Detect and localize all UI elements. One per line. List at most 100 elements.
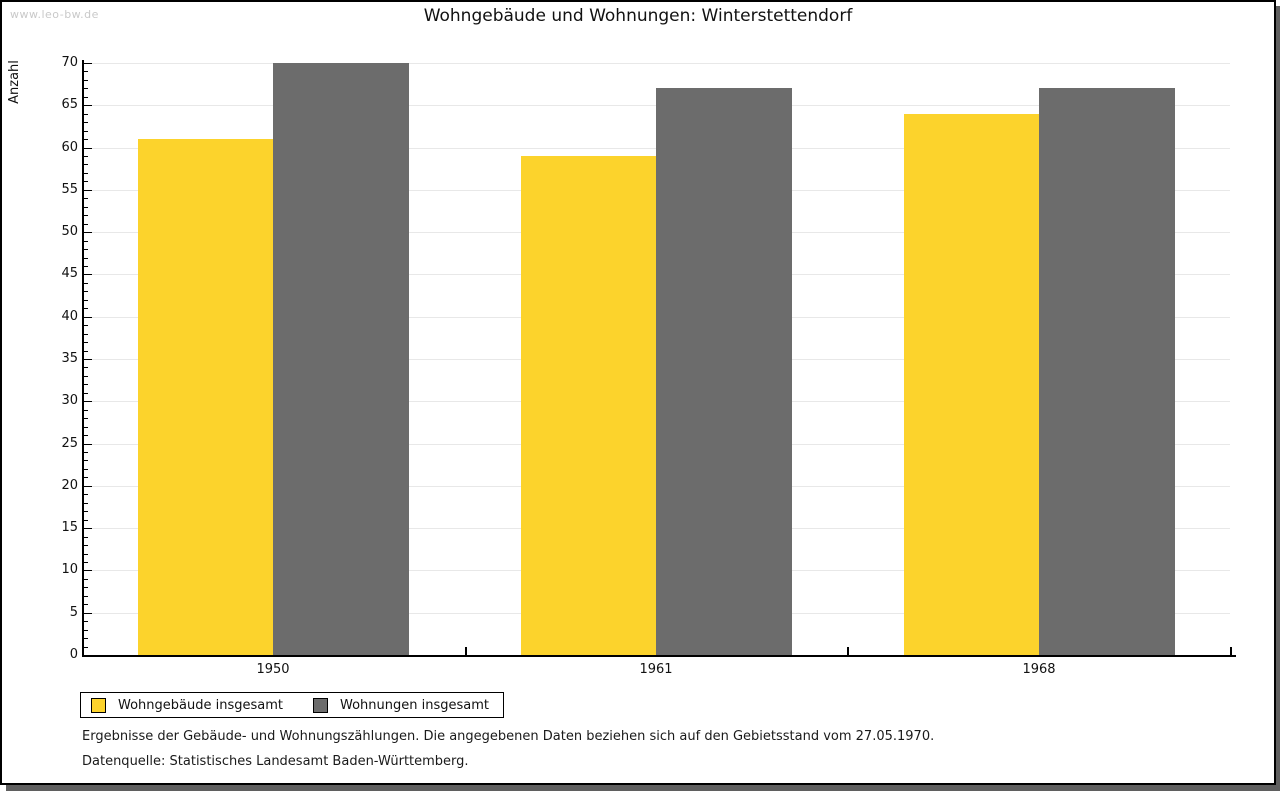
legend-label-wohnungen: Wohnungen insgesamt <box>340 697 489 713</box>
y-tick-40 <box>84 317 92 318</box>
y-tick-31 <box>84 393 88 394</box>
y-tick-57 <box>84 173 88 174</box>
y-tick-64 <box>84 114 88 115</box>
y-tick-label-45: 45 <box>61 266 78 281</box>
y-tick-49 <box>84 241 88 242</box>
y-tick-5 <box>84 613 92 614</box>
y-tick-62 <box>84 131 88 132</box>
watermark-leo-bw: www.leo-bw.de <box>10 8 99 21</box>
chart-title: Wohngebäude und Wohnungen: Winterstetten… <box>423 6 853 26</box>
y-tick-53 <box>84 207 88 208</box>
y-tick-26 <box>84 435 88 436</box>
legend-item-wohnungen: Wohnungen insgesamt <box>313 697 489 713</box>
y-tick-label-50: 50 <box>61 224 78 239</box>
y-tick-14 <box>84 537 88 538</box>
x-tick-label-1961: 1961 <box>639 662 673 677</box>
y-tick-label-15: 15 <box>61 520 78 535</box>
y-tick-label-60: 60 <box>61 140 78 155</box>
y-tick-48 <box>84 249 88 250</box>
y-tick-55 <box>84 190 92 191</box>
y-tick-9 <box>84 579 88 580</box>
y-tick-25 <box>84 444 92 445</box>
page-shadow-bottom <box>6 785 1280 791</box>
y-tick-36 <box>84 351 88 352</box>
y-tick-19 <box>84 494 88 495</box>
gridline-y-70 <box>84 63 1230 64</box>
y-tick-47 <box>84 258 88 259</box>
y-tick-24 <box>84 452 88 453</box>
y-tick-7 <box>84 596 88 597</box>
y-tick-label-0: 0 <box>69 647 78 662</box>
y-tick-8 <box>84 587 88 588</box>
y-tick-41 <box>84 308 88 309</box>
y-tick-4 <box>84 621 88 622</box>
legend-item-wohngebaeude: Wohngebäude insgesamt <box>91 697 283 713</box>
y-tick-32 <box>84 384 88 385</box>
y-tick-label-70: 70 <box>61 55 78 70</box>
y-tick-27 <box>84 427 88 428</box>
y-tick-22 <box>84 469 88 470</box>
y-tick-13 <box>84 545 88 546</box>
legend: Wohngebäude insgesamt Wohnungen insgesam… <box>80 692 504 718</box>
y-tick-21 <box>84 477 88 478</box>
y-tick-label-35: 35 <box>61 351 78 366</box>
y-tick-label-10: 10 <box>61 562 78 577</box>
y-tick-label-30: 30 <box>61 393 78 408</box>
y-tick-68 <box>84 80 88 81</box>
y-tick-label-5: 5 <box>69 605 78 620</box>
y-tick-38 <box>84 334 88 335</box>
y-tick-70 <box>84 63 92 64</box>
bar-1961-wohngebaeude <box>521 156 656 655</box>
y-tick-30 <box>84 401 92 402</box>
y-tick-37 <box>84 342 88 343</box>
y-tick-58 <box>84 164 88 165</box>
y-tick-20 <box>84 486 92 487</box>
x-tick-3 <box>1230 647 1232 655</box>
x-tick-1 <box>465 647 467 655</box>
y-tick-10 <box>84 570 92 571</box>
legend-swatch-yellow <box>91 697 106 713</box>
y-tick-2 <box>84 638 88 639</box>
y-tick-60 <box>84 148 92 149</box>
x-tick-2 <box>847 647 849 655</box>
bar-1950-wohnungen <box>273 63 409 655</box>
x-tick-label-1950: 1950 <box>256 662 290 677</box>
y-tick-17 <box>84 511 88 512</box>
y-tick-15 <box>84 528 92 529</box>
bar-1950-wohngebaeude <box>138 139 273 655</box>
y-tick-69 <box>84 71 88 72</box>
y-tick-12 <box>84 554 88 555</box>
y-tick-6 <box>84 604 88 605</box>
x-axis-line <box>82 655 1236 657</box>
y-tick-42 <box>84 300 88 301</box>
y-tick-label-65: 65 <box>61 97 78 112</box>
y-tick-label-25: 25 <box>61 436 78 451</box>
y-tick-56 <box>84 181 88 182</box>
y-tick-59 <box>84 156 88 157</box>
y-tick-0 <box>84 655 92 656</box>
y-tick-52 <box>84 215 88 216</box>
y-tick-51 <box>84 224 88 225</box>
y-tick-29 <box>84 410 88 411</box>
y-tick-34 <box>84 367 88 368</box>
bar-1961-wohnungen <box>656 88 792 655</box>
page-shadow-right <box>1276 6 1280 791</box>
y-tick-16 <box>84 520 88 521</box>
y-tick-18 <box>84 503 88 504</box>
y-tick-63 <box>84 122 88 123</box>
y-tick-3 <box>84 630 88 631</box>
y-tick-label-55: 55 <box>61 182 78 197</box>
y-tick-label-40: 40 <box>61 309 78 324</box>
y-tick-46 <box>84 266 88 267</box>
y-tick-50 <box>84 232 92 233</box>
x-tick-label-1968: 1968 <box>1022 662 1056 677</box>
y-tick-23 <box>84 460 88 461</box>
y-tick-39 <box>84 325 88 326</box>
y-axis-line <box>82 60 84 657</box>
y-tick-28 <box>84 418 88 419</box>
y-tick-66 <box>84 97 88 98</box>
legend-label-wohngebaeude: Wohngebäude insgesamt <box>118 697 283 713</box>
